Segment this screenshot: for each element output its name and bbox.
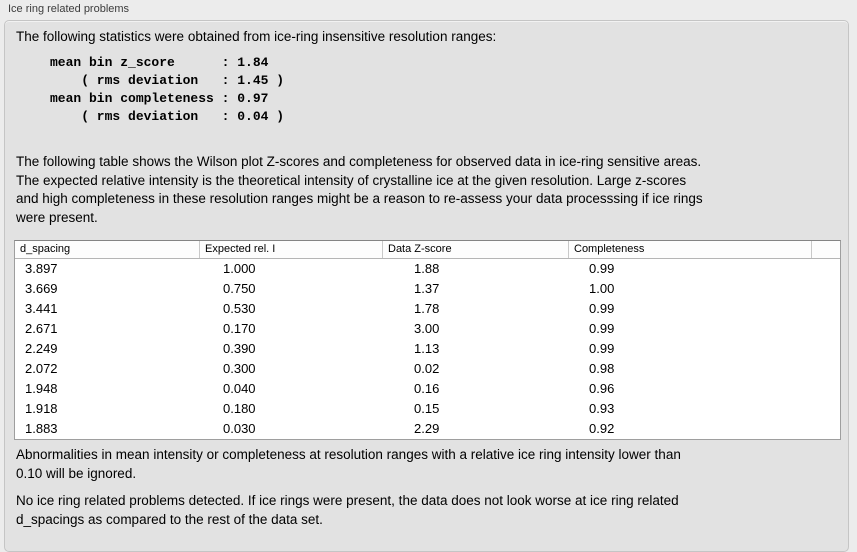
- table-cell: 0.030: [223, 421, 256, 436]
- table-cell: 0.99: [589, 261, 615, 276]
- ice-ring-table: d_spacing Expected rel. I Data Z-score C…: [14, 240, 841, 440]
- table-cell-empty: [812, 419, 840, 439]
- table-cell: 1.948: [25, 381, 58, 396]
- table-cell: 0.750: [223, 281, 256, 296]
- table-row[interactable]: 1.883 0.030 2.29 0.92: [15, 419, 840, 439]
- table-cell: 0.02: [414, 361, 440, 376]
- table-row[interactable]: 1.918 0.180 0.15 0.93: [15, 399, 840, 419]
- table-cell: 3.669: [25, 281, 58, 296]
- table-cell: 0.180: [223, 401, 256, 416]
- table-cell: 1.000: [223, 261, 256, 276]
- ignore-note-text: Abnormalities in mean intensity or compl…: [16, 447, 681, 481]
- table-cell: 1.13: [414, 341, 440, 356]
- column-header-d-spacing[interactable]: d_spacing: [15, 241, 200, 258]
- table-intro-text: The following table shows the Wilson plo…: [16, 154, 703, 225]
- table-cell: 0.99: [589, 321, 615, 336]
- table-row[interactable]: 1.948 0.040 0.16 0.96: [15, 379, 840, 399]
- table-cell: 0.98: [589, 361, 615, 376]
- table-cell-empty: [812, 279, 840, 299]
- column-header-completeness[interactable]: Completeness: [569, 241, 812, 258]
- table-cell: 1.918: [25, 401, 58, 416]
- table-row[interactable]: 3.897 1.000 1.88 0.99: [15, 259, 840, 279]
- table-cell: 2.249: [25, 341, 58, 356]
- table-header-row: d_spacing Expected rel. I Data Z-score C…: [15, 241, 840, 259]
- table-cell: 0.170: [223, 321, 256, 336]
- table-cell: 3.897: [25, 261, 58, 276]
- table-row[interactable]: 2.671 0.170 3.00 0.99: [15, 319, 840, 339]
- table-cell: 3.00: [414, 321, 440, 336]
- table-cell-empty: [812, 379, 840, 399]
- table-cell: 1.78: [414, 301, 440, 316]
- table-body: 3.897 1.000 1.88 0.99 3.669 0.750 1.37 1.00 3.44…: [15, 259, 840, 439]
- table-cell: 0.92: [589, 421, 615, 436]
- column-header-expected-rel-i[interactable]: Expected rel. I: [200, 241, 383, 258]
- table-cell: 2.072: [25, 361, 58, 376]
- table-cell: 0.93: [589, 401, 615, 416]
- panel-title: Ice ring related problems: [8, 3, 130, 15]
- table-cell: 1.00: [589, 281, 615, 296]
- table-cell: 1.883: [25, 421, 58, 436]
- stats-block: mean bin z_score : 1.84 ( rms deviation …: [50, 55, 285, 124]
- table-cell: 0.99: [589, 341, 615, 356]
- table-cell: 0.99: [589, 301, 615, 316]
- table-cell: 1.37: [414, 281, 440, 296]
- table-row[interactable]: 3.441 0.530 1.78 0.99: [15, 299, 840, 319]
- table-cell: 2.671: [25, 321, 58, 336]
- table-cell: 0.040: [223, 381, 256, 396]
- table-cell-empty: [812, 359, 840, 379]
- table-cell: 3.441: [25, 301, 58, 316]
- table-cell-empty: [812, 399, 840, 419]
- table-row[interactable]: 2.072 0.300 0.02 0.98: [15, 359, 840, 379]
- table-cell: 0.15: [414, 401, 440, 416]
- table-cell: 2.29: [414, 421, 440, 436]
- table-cell: 0.530: [223, 301, 256, 316]
- table-cell-empty: [812, 339, 840, 359]
- table-row[interactable]: 2.249 0.390 1.13 0.99: [15, 339, 840, 359]
- column-header-data-z-score[interactable]: Data Z-score: [383, 241, 569, 258]
- table-cell: 0.390: [223, 341, 256, 356]
- column-header-empty: [812, 241, 840, 258]
- table-cell: 0.96: [589, 381, 615, 396]
- table-cell-empty: [812, 259, 840, 279]
- conclusion-text: No ice ring related problems detected. I…: [16, 493, 679, 527]
- stats-intro-text: The following statistics were obtained f…: [16, 29, 497, 44]
- table-cell: 0.300: [223, 361, 256, 376]
- table-row[interactable]: 3.669 0.750 1.37 1.00: [15, 279, 840, 299]
- table-cell: 1.88: [414, 261, 440, 276]
- table-cell-empty: [812, 299, 840, 319]
- table-cell: 0.16: [414, 381, 440, 396]
- table-cell-empty: [812, 319, 840, 339]
